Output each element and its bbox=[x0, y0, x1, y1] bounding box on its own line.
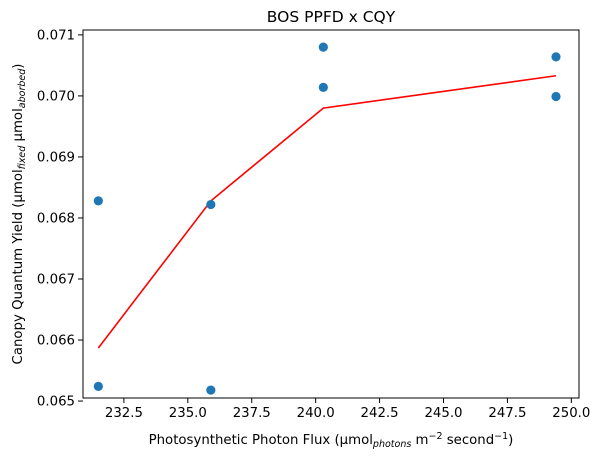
y-tick-label: 0.070 bbox=[37, 89, 75, 104]
scatter-point bbox=[551, 91, 561, 102]
scatter-point bbox=[318, 82, 328, 92]
x-axis-label-close: ) bbox=[508, 433, 513, 448]
scatter-point bbox=[206, 199, 216, 210]
y-axis-label-umol: μmol bbox=[11, 108, 26, 145]
y-axis-label-close: ) bbox=[11, 64, 26, 69]
x-tick-label: 240.0 bbox=[297, 406, 335, 421]
y-axis-label-sub2: aborbed bbox=[17, 68, 28, 108]
x-tick-label: 242.5 bbox=[361, 406, 399, 421]
y-tick-label: 0.071 bbox=[37, 28, 75, 43]
x-axis-label: Photosynthetic Photon Flux (μmolphotons … bbox=[149, 431, 514, 450]
scatter-point bbox=[551, 52, 561, 62]
x-axis-label-sub: photons bbox=[372, 439, 411, 450]
y-axis-label: Canopy Quantum Yield (μmolfixed μmolabor… bbox=[11, 64, 28, 365]
scatter-point bbox=[93, 196, 103, 206]
fit-line bbox=[97, 74, 557, 349]
x-axis: 232.5 235.0 237.5 240.0 242.5 245.0 247.5 250.0 bbox=[105, 398, 590, 421]
x-axis-label-m: m bbox=[411, 433, 428, 448]
scatter-point bbox=[318, 42, 328, 52]
y-tick-label: 0.067 bbox=[37, 272, 75, 287]
y-tick-label: 0.069 bbox=[37, 150, 75, 165]
x-tick-label: 250.0 bbox=[552, 406, 590, 421]
x-tick-label: 232.5 bbox=[105, 406, 143, 421]
y-tick-label: 0.068 bbox=[37, 211, 75, 226]
y-axis-label-main: Canopy Quantum Yield (μmol bbox=[11, 169, 26, 364]
x-axis-label-main: Photosynthetic Photon Flux (μmol bbox=[149, 433, 373, 448]
y-tick-label: 0.066 bbox=[37, 334, 75, 349]
x-tick-label: 245.0 bbox=[424, 406, 462, 421]
x-axis-label-sup2: −1 bbox=[494, 431, 508, 442]
x-axis-label-sup1: −2 bbox=[428, 431, 442, 442]
y-axis: 0.065 0.066 0.067 0.068 0.069 0.070 0.071 bbox=[37, 28, 83, 410]
y-tick-label: 0.065 bbox=[37, 395, 75, 410]
plot-frame bbox=[82, 29, 580, 399]
chart-title: BOS PPFD x CQY bbox=[267, 8, 396, 26]
scatter-point bbox=[206, 385, 216, 395]
x-tick-label: 237.5 bbox=[233, 406, 271, 421]
x-tick-label: 235.0 bbox=[169, 406, 207, 421]
x-axis-label-second: second bbox=[443, 433, 495, 448]
scatter-point bbox=[93, 381, 103, 392]
y-axis-label-sub1: fixed bbox=[17, 145, 28, 170]
x-tick-label: 247.5 bbox=[488, 406, 526, 421]
plot-area bbox=[93, 42, 561, 395]
